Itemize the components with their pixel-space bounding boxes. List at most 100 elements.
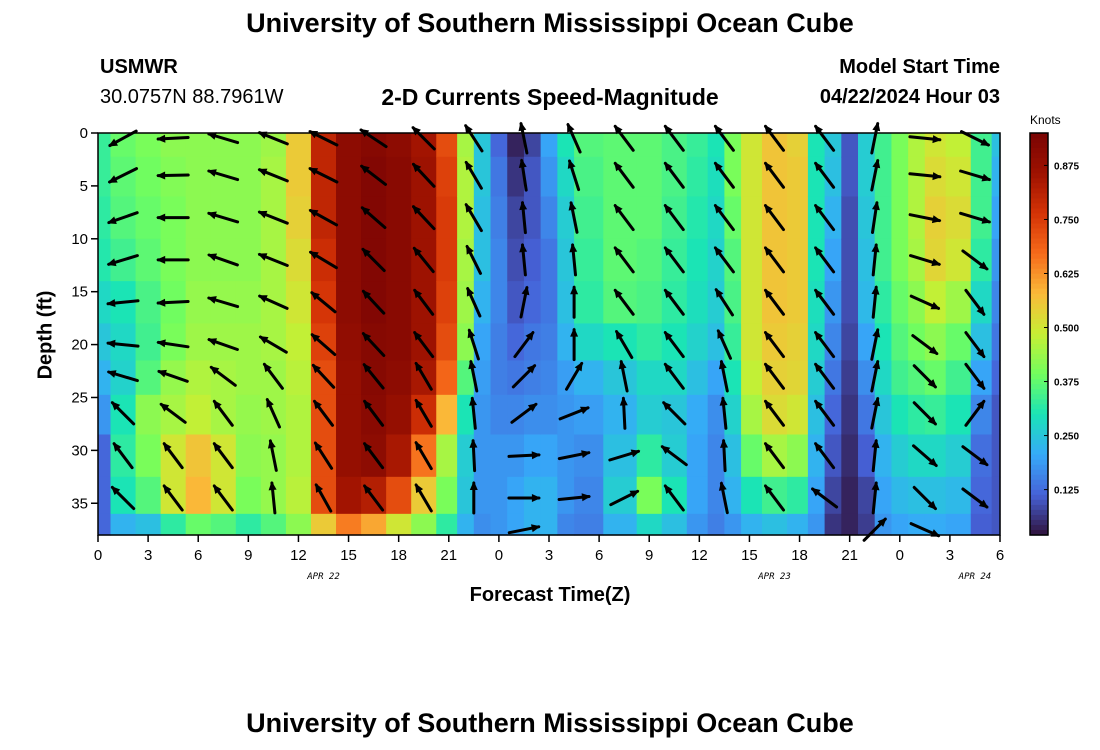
current-vector-arrow: [360, 164, 387, 186]
current-vector-arrow: [720, 438, 728, 473]
heatmap-cell: [285, 394, 312, 436]
heatmap-cell: [490, 360, 508, 396]
current-vector-arrow: [716, 329, 732, 360]
current-vector-arrow: [156, 339, 190, 349]
colorbar-swatch: [1030, 278, 1048, 285]
heatmap-cell: [991, 513, 1001, 536]
current-vector-arrow: [469, 438, 478, 473]
heatmap-cell: [841, 238, 859, 282]
colorbar-swatch: [1030, 153, 1048, 159]
x-date-label: APR 24: [958, 572, 992, 582]
current-vector-arrow: [308, 208, 339, 227]
heatmap-cell: [891, 196, 909, 240]
current-vector-arrow: [464, 203, 483, 233]
heatmap-cell: [970, 323, 993, 362]
current-vector-arrow: [310, 291, 337, 314]
colorbar-tick-label: 0.500: [1054, 324, 1079, 335]
current-vector-arrow: [156, 255, 190, 264]
current-vector-arrow: [911, 334, 939, 356]
x-tick-label: 0: [495, 547, 503, 564]
colorbar-swatch: [1030, 524, 1048, 531]
heatmap-cell: [908, 281, 926, 325]
heatmap-cell: [336, 360, 362, 396]
heatmap-cell: [970, 238, 993, 282]
heatmap-cell: [991, 156, 1001, 198]
colorbar-unit-label: Knots: [1030, 113, 1061, 127]
colorbar-swatch: [1030, 168, 1048, 174]
current-vector-arrow: [870, 396, 881, 430]
current-vector-arrow: [912, 444, 938, 467]
heatmap-cell: [741, 281, 763, 325]
colorbar-swatch: [1030, 303, 1048, 310]
heatmap-cell: [285, 281, 312, 325]
current-vector-arrow: [468, 359, 479, 393]
heatmap-cell: [185, 360, 212, 396]
colorbar-swatch: [1030, 484, 1048, 491]
heatmap-cell: [98, 156, 112, 198]
model-start-time: 04/22/2024 Hour 03: [819, 86, 1000, 108]
colorbar-swatch: [1030, 424, 1048, 431]
heatmap-cell: [110, 513, 137, 536]
x-tick-label: 3: [545, 547, 553, 564]
colorbar-swatch: [1030, 479, 1048, 486]
heatmap-cell: [235, 394, 262, 436]
current-vector-arrow: [507, 494, 541, 502]
station-coordinates: 30.0757N 88.7961W: [100, 86, 284, 108]
colorbar-swatch: [1030, 148, 1048, 154]
heatmap-cell: [98, 281, 112, 325]
heatmap-cell: [841, 476, 859, 515]
heatmap-cell: [807, 196, 826, 240]
heatmap-cell: [98, 434, 112, 478]
current-vector-arrow: [719, 396, 728, 430]
heatmap-cell: [523, 196, 542, 240]
colorbar-swatch: [1030, 449, 1048, 456]
x-tick-label: 9: [244, 547, 252, 564]
heatmap-cell: [603, 394, 638, 436]
colorbar-swatch: [1030, 414, 1048, 421]
heatmap-cell: [686, 434, 709, 478]
y-tick-label: 20: [71, 337, 88, 354]
current-vector-arrow: [412, 246, 435, 274]
current-vector-arrow: [464, 124, 484, 153]
heatmap-cell: [386, 394, 412, 436]
heatmap-cell: [686, 360, 709, 396]
heatmap-cell: [135, 133, 162, 158]
heatmap-cell: [636, 196, 663, 240]
heatmap-cell: [185, 434, 212, 478]
current-vector-arrow: [362, 363, 385, 390]
current-vector-arrow: [566, 122, 582, 154]
colorbar-swatch: [1030, 494, 1048, 501]
heatmap-cell: [507, 360, 525, 396]
heatmap-cell: [707, 513, 725, 536]
current-vector-arrow: [814, 124, 836, 152]
colorbar-swatch: [1030, 434, 1048, 441]
heatmap-cell: [336, 434, 362, 478]
current-vector-arrow: [414, 441, 433, 471]
heatmap-cell: [135, 476, 162, 515]
heatmap-cell: [457, 513, 475, 536]
colorbar-swatch: [1030, 474, 1048, 481]
heatmap-cell: [603, 156, 638, 198]
x-tick-label: 3: [946, 547, 954, 564]
heatmap-cell: [336, 476, 362, 515]
current-vector-arrow: [570, 327, 579, 362]
heatmap-cell: [741, 323, 763, 362]
heatmap-cell: [490, 238, 508, 282]
colorbar-swatch: [1030, 454, 1048, 461]
heatmap-cell: [908, 434, 926, 478]
heatmap-cell: [841, 513, 859, 536]
heatmap-cell: [945, 476, 972, 515]
current-vector-arrow: [557, 493, 591, 502]
heatmap-cell: [574, 281, 604, 325]
current-vector-arrow: [961, 249, 989, 271]
current-vector-arrow: [764, 484, 785, 512]
heatmap-cell: [874, 360, 893, 396]
heatmap-cell: [98, 513, 112, 536]
current-vector-arrow: [308, 167, 339, 184]
heatmap-cell: [386, 513, 412, 536]
heatmap-cell: [436, 394, 458, 436]
heatmap-cell: [540, 156, 558, 198]
colorbar-swatch: [1030, 499, 1048, 506]
colorbar-swatch: [1030, 313, 1048, 320]
heatmap-cell: [874, 196, 893, 240]
